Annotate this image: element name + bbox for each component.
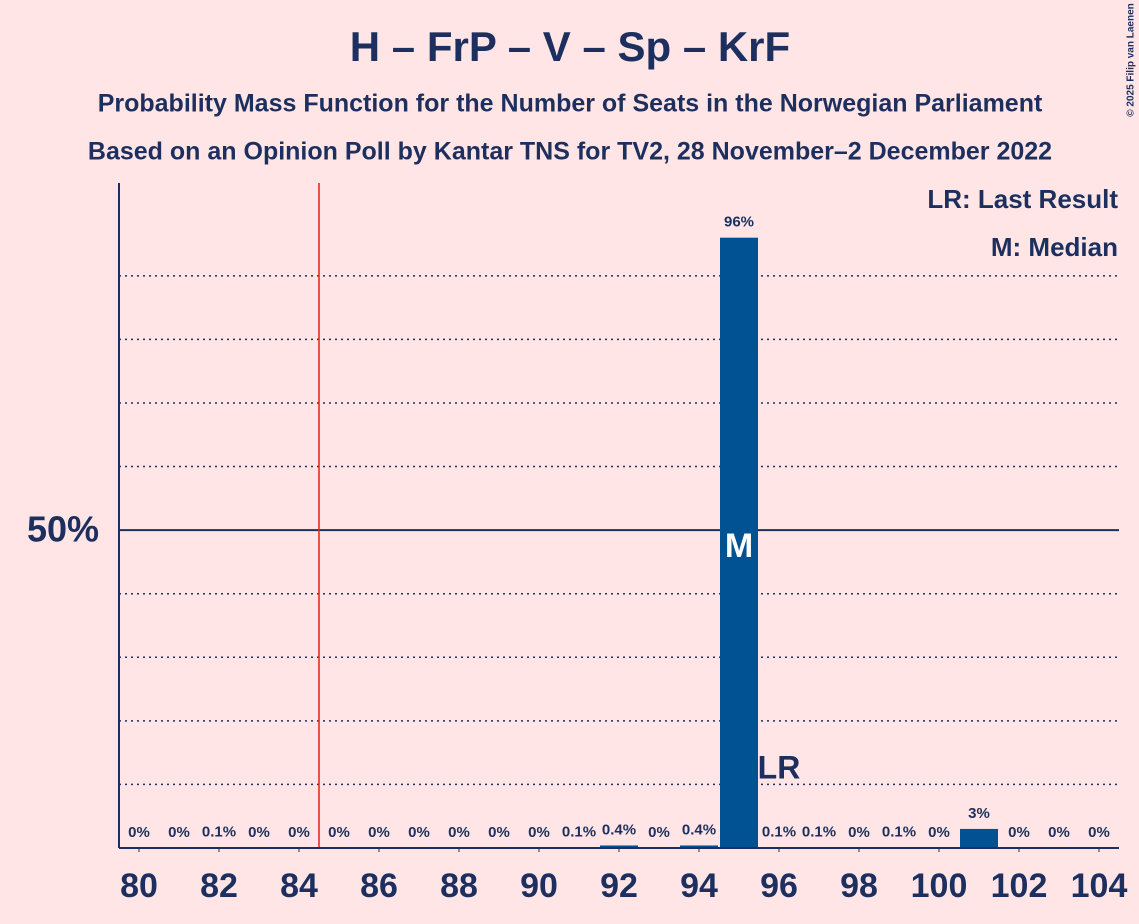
value-label: 0.1% bbox=[202, 823, 236, 840]
legend-entry: LR: Last Result bbox=[927, 184, 1118, 214]
bar bbox=[680, 845, 718, 848]
x-tick-label: 98 bbox=[840, 867, 878, 905]
x-tick-label: 100 bbox=[911, 867, 968, 905]
value-label: 0% bbox=[328, 824, 350, 841]
value-label: 0% bbox=[928, 824, 950, 841]
x-tick-label: 102 bbox=[991, 867, 1048, 905]
value-label: 0% bbox=[1048, 824, 1070, 841]
value-label: 0% bbox=[288, 824, 310, 841]
x-tick-label: 86 bbox=[360, 867, 398, 905]
value-label: 0.1% bbox=[882, 823, 916, 840]
value-label: 0% bbox=[848, 824, 870, 841]
legend-entry: M: Median bbox=[991, 232, 1118, 262]
value-label: 0.1% bbox=[562, 823, 596, 840]
x-tick-label: 92 bbox=[600, 867, 638, 905]
x-tick-label: 94 bbox=[680, 867, 718, 905]
value-label: 0% bbox=[128, 824, 150, 841]
median-label: M bbox=[725, 527, 753, 565]
value-label: 0.4% bbox=[602, 821, 636, 838]
value-label: 0.1% bbox=[802, 823, 836, 840]
x-tick-label: 88 bbox=[440, 867, 478, 905]
last-result-label: LR bbox=[758, 749, 801, 785]
value-label: 0% bbox=[1008, 824, 1030, 841]
x-tick-label: 96 bbox=[760, 867, 798, 905]
bar bbox=[600, 845, 638, 848]
value-label: 96% bbox=[724, 214, 754, 231]
value-label: 0% bbox=[448, 824, 470, 841]
value-label: 0% bbox=[648, 824, 670, 841]
bar bbox=[960, 828, 998, 848]
value-label: 0% bbox=[168, 824, 190, 841]
value-label: 0% bbox=[488, 824, 510, 841]
chart-subtitle: Probability Mass Function for the Number… bbox=[98, 90, 1043, 118]
value-label: 0% bbox=[528, 824, 550, 841]
x-tick-label: 90 bbox=[520, 867, 558, 905]
value-label: 0% bbox=[408, 824, 430, 841]
value-label: 0.1% bbox=[762, 823, 796, 840]
x-tick-label: 84 bbox=[280, 867, 318, 905]
x-tick-label: 80 bbox=[120, 867, 158, 905]
value-label: 0% bbox=[1088, 824, 1110, 841]
x-tick-label: 104 bbox=[1071, 867, 1128, 905]
bar bbox=[720, 237, 758, 849]
chart-subtitle: Based on an Opinion Poll by Kantar TNS f… bbox=[88, 138, 1052, 166]
value-label: 0.4% bbox=[682, 821, 716, 838]
x-tick-label: 82 bbox=[200, 867, 238, 905]
copyright: © 2025 Filip van Laenen bbox=[1126, 3, 1137, 117]
value-label: 3% bbox=[968, 805, 990, 822]
value-label: 0% bbox=[368, 824, 390, 841]
y-tick-label: 50% bbox=[27, 509, 99, 550]
value-label: 0% bbox=[248, 824, 270, 841]
chart-title: H – FrP – V – Sp – KrF bbox=[350, 23, 790, 70]
